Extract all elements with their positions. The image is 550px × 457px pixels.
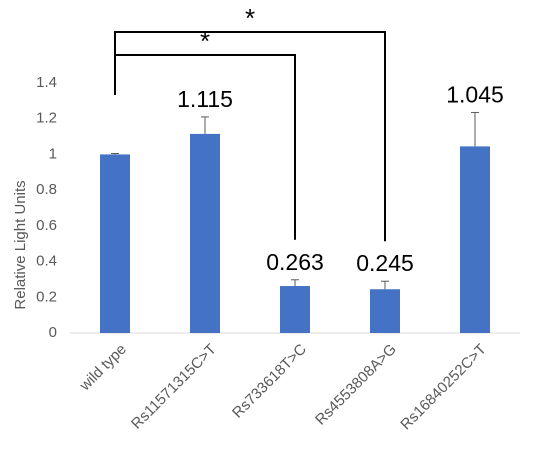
x-category-label: Rs733618T>C bbox=[229, 341, 310, 422]
data-label: 1.045 bbox=[446, 81, 504, 107]
bar bbox=[190, 133, 220, 333]
bar bbox=[280, 286, 310, 333]
error-bar bbox=[471, 111, 479, 147]
bars-layer bbox=[100, 133, 490, 333]
significance-bracket: * bbox=[114, 3, 386, 242]
y-tick-label: 0 bbox=[49, 324, 57, 341]
error-bar bbox=[201, 116, 209, 134]
significance-brackets-layer: ** bbox=[114, 3, 386, 242]
x-category-label: wild type bbox=[76, 341, 130, 395]
bar bbox=[370, 289, 400, 333]
y-tick-label: 0.8 bbox=[36, 181, 57, 198]
data-labels-layer: 1.115 0.263 0.245 1.045 bbox=[177, 81, 504, 276]
data-label: 0.245 bbox=[356, 250, 414, 276]
significance-star: * bbox=[245, 3, 255, 33]
error-bar bbox=[291, 279, 299, 287]
y-tick-label: 0.6 bbox=[36, 217, 57, 234]
error-bars-layer bbox=[111, 111, 479, 290]
x-category-label: Rs4553808A>G bbox=[312, 341, 400, 429]
bar bbox=[100, 154, 130, 333]
y-tick-label: 0.4 bbox=[36, 253, 57, 270]
y-tick-label: 1.2 bbox=[36, 110, 57, 127]
x-category-label: Rs11571315C>T bbox=[128, 341, 220, 433]
significance-star: * bbox=[200, 26, 210, 56]
y-tick-label: 1 bbox=[49, 145, 57, 162]
y-tick-label: 1.4 bbox=[36, 74, 57, 91]
y-axis-title: Relative Light Units bbox=[12, 180, 29, 309]
error-bar bbox=[381, 280, 389, 290]
data-label: 1.115 bbox=[177, 86, 233, 112]
x-category-label: Rs16840252C>T bbox=[397, 341, 490, 434]
y-tick-label: 0.2 bbox=[36, 288, 57, 305]
error-bar bbox=[111, 153, 119, 155]
bar bbox=[460, 146, 490, 333]
data-label: 0.263 bbox=[266, 249, 324, 275]
